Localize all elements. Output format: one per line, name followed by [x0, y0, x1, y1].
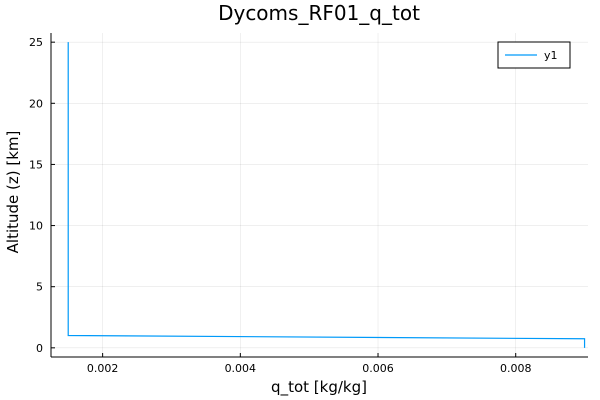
- x-tick-label-1: 0.004: [225, 362, 257, 375]
- x-tick-label-0: 0.002: [87, 362, 119, 375]
- x-tick-label-3: 0.008: [500, 362, 532, 375]
- y-tick-label-0: 0: [36, 342, 43, 355]
- y-tick-label-4: 20: [29, 97, 43, 110]
- legend-label-y1: y1: [544, 49, 558, 62]
- y-tick-label-3: 15: [29, 158, 43, 171]
- grid: [51, 33, 588, 357]
- x-ticks: 0.002 0.004 0.006 0.008: [87, 353, 532, 375]
- series-line-y1: [67, 42, 586, 348]
- y-tick-label-5: 25: [29, 36, 43, 49]
- legend: y1: [497, 41, 571, 69]
- y-ticks: 0 5 10 15 20 25: [29, 36, 55, 355]
- y-axis-label: Altitude (z) [km]: [4, 131, 22, 254]
- y-tick-label-2: 10: [29, 220, 43, 233]
- chart-title: Dycoms_RF01_q_tot: [218, 1, 420, 25]
- axes: [50, 33, 588, 358]
- x-tick-label-2: 0.006: [362, 362, 394, 375]
- x-axis-label: q_tot [kg/kg]: [271, 378, 367, 397]
- y-tick-label-1: 5: [36, 281, 43, 294]
- series-layer: [67, 42, 586, 348]
